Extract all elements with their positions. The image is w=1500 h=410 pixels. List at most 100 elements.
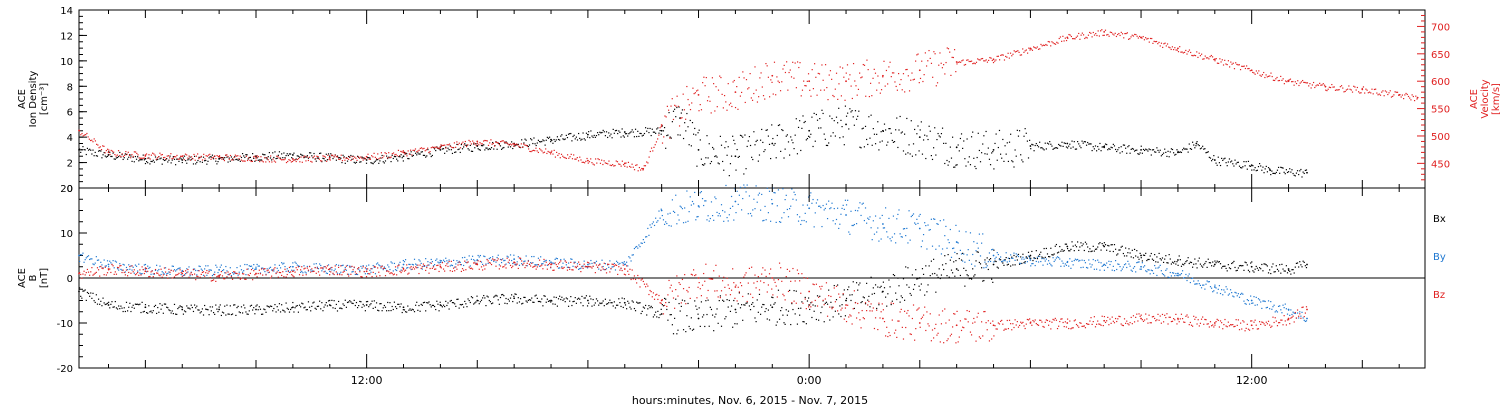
scatter-mark-bx: [609, 299, 611, 301]
scatter-mark-bx: [356, 307, 359, 309]
scatter-mark-by: [668, 224, 670, 227]
series-density: [78, 105, 1308, 178]
scatter-mark-density: [575, 136, 577, 138]
scatter-mark-bx: [84, 289, 86, 291]
scatter-mark-by: [601, 259, 603, 261]
scatter-mark-by: [816, 199, 819, 201]
scatter-mark-bx: [498, 303, 500, 305]
scatter-mark-density: [994, 142, 996, 145]
scatter-mark-bz: [396, 274, 398, 276]
scatter-mark-velocity: [1118, 32, 1120, 35]
scatter-mark-velocity: [852, 62, 855, 65]
scatter-mark-density: [613, 132, 615, 134]
scatter-mark-density: [1190, 148, 1193, 150]
scatter-mark-density: [486, 147, 488, 149]
scatter-mark-velocity: [304, 155, 306, 157]
scatter-mark-velocity: [1370, 92, 1372, 94]
scatter-mark-velocity: [301, 161, 303, 163]
scatter-mark-density: [350, 154, 352, 157]
scatter-mark-by: [341, 264, 343, 267]
scatter-mark-by: [955, 224, 957, 227]
scatter-mark-velocity: [186, 154, 188, 156]
scatter-mark-velocity: [343, 157, 345, 159]
scatter-mark-density: [1269, 168, 1271, 170]
scatter-mark-by: [982, 233, 984, 235]
scatter-mark-velocity: [222, 157, 224, 159]
scatter-mark-velocity: [456, 141, 458, 143]
scatter-mark-bx: [983, 279, 985, 282]
scatter-mark-velocity: [755, 89, 757, 91]
scatter-mark-by: [789, 208, 791, 210]
scatter-mark-bx: [143, 310, 145, 313]
scatter-mark-bx: [1204, 262, 1206, 265]
scatter-mark-density: [1103, 145, 1106, 147]
scatter-mark-velocity: [441, 144, 443, 147]
scatter-mark-bx: [1183, 264, 1185, 266]
data-point-density: [1140, 148, 1142, 151]
scatter-mark-bx: [1122, 252, 1124, 255]
scatter-mark-density: [1262, 166, 1264, 168]
scatter-mark-bx: [295, 305, 297, 307]
scatter-mark-velocity: [1123, 37, 1125, 39]
scatter-mark-velocity: [217, 155, 219, 158]
scatter-mark-bz: [319, 274, 321, 276]
scatter-mark-bx: [859, 282, 861, 284]
scatter-mark-bx: [1263, 263, 1265, 265]
scatter-mark-by: [140, 273, 142, 275]
scatter-mark-bx: [121, 307, 123, 309]
scatter-mark-by: [1136, 262, 1138, 264]
scatter-mark-velocity: [933, 51, 935, 53]
data-point-density: [845, 123, 847, 126]
scatter-mark-velocity: [559, 157, 561, 159]
scatter-mark-bz: [276, 271, 278, 273]
scatter-mark-bx: [1047, 255, 1050, 258]
scatter-mark-density: [935, 154, 937, 156]
scatter-mark-by: [439, 259, 441, 262]
scatter-mark-velocity: [508, 144, 510, 146]
scatter-mark-velocity: [1176, 49, 1178, 51]
scatter-mark-by: [1253, 296, 1255, 298]
scatter-mark-velocity: [720, 76, 722, 79]
scatter-mark-by: [257, 265, 259, 267]
scatter-mark-by: [354, 273, 356, 276]
scatter-mark-density: [79, 148, 81, 150]
scatter-mark-by: [282, 263, 284, 265]
scatter-mark-bz: [390, 272, 392, 274]
scatter-mark-density: [1173, 152, 1175, 154]
scatter-mark-density: [881, 140, 883, 142]
scatter-mark-bx: [225, 314, 227, 316]
scatter-mark-density: [265, 157, 267, 159]
scatter-mark-density: [1043, 149, 1045, 151]
scatter-mark-velocity: [738, 76, 740, 79]
scatter-mark-velocity: [580, 159, 582, 161]
scatter-mark-by: [916, 218, 918, 220]
scatter-mark-density: [602, 129, 604, 131]
scatter-mark-bx: [361, 306, 363, 308]
scatter-mark-bx: [1276, 268, 1279, 270]
scatter-mark-bx: [493, 296, 495, 298]
scatter-mark-density: [421, 151, 423, 153]
scatter-mark-by: [1089, 263, 1091, 265]
scatter-mark-velocity: [1175, 49, 1177, 51]
scatter-mark-by: [622, 262, 624, 264]
scatter-mark-velocity: [491, 143, 493, 145]
scatter-mark-by: [751, 215, 753, 217]
scatter-mark-density: [998, 129, 1001, 132]
scatter-mark-by: [262, 267, 264, 269]
scatter-mark-bx: [1081, 245, 1083, 247]
scatter-mark-bz: [112, 265, 114, 267]
scatter-mark-bz: [170, 269, 172, 271]
scatter-mark-velocity: [918, 82, 920, 84]
scatter-mark-bx: [332, 307, 334, 309]
scatter-mark-density: [878, 149, 880, 151]
scatter-mark-by: [1280, 309, 1282, 311]
scatter-mark-velocity: [949, 51, 951, 53]
scatter-mark-velocity: [1250, 69, 1253, 71]
scatter-mark-bx: [1089, 248, 1091, 250]
scatter-mark-bx: [1149, 255, 1151, 257]
scatter-mark-by: [984, 261, 986, 263]
scatter-mark-bx: [596, 300, 599, 302]
scatter-mark-bx: [373, 300, 375, 302]
scatter-mark-bx: [1261, 263, 1263, 266]
scatter-mark-by: [999, 256, 1002, 258]
